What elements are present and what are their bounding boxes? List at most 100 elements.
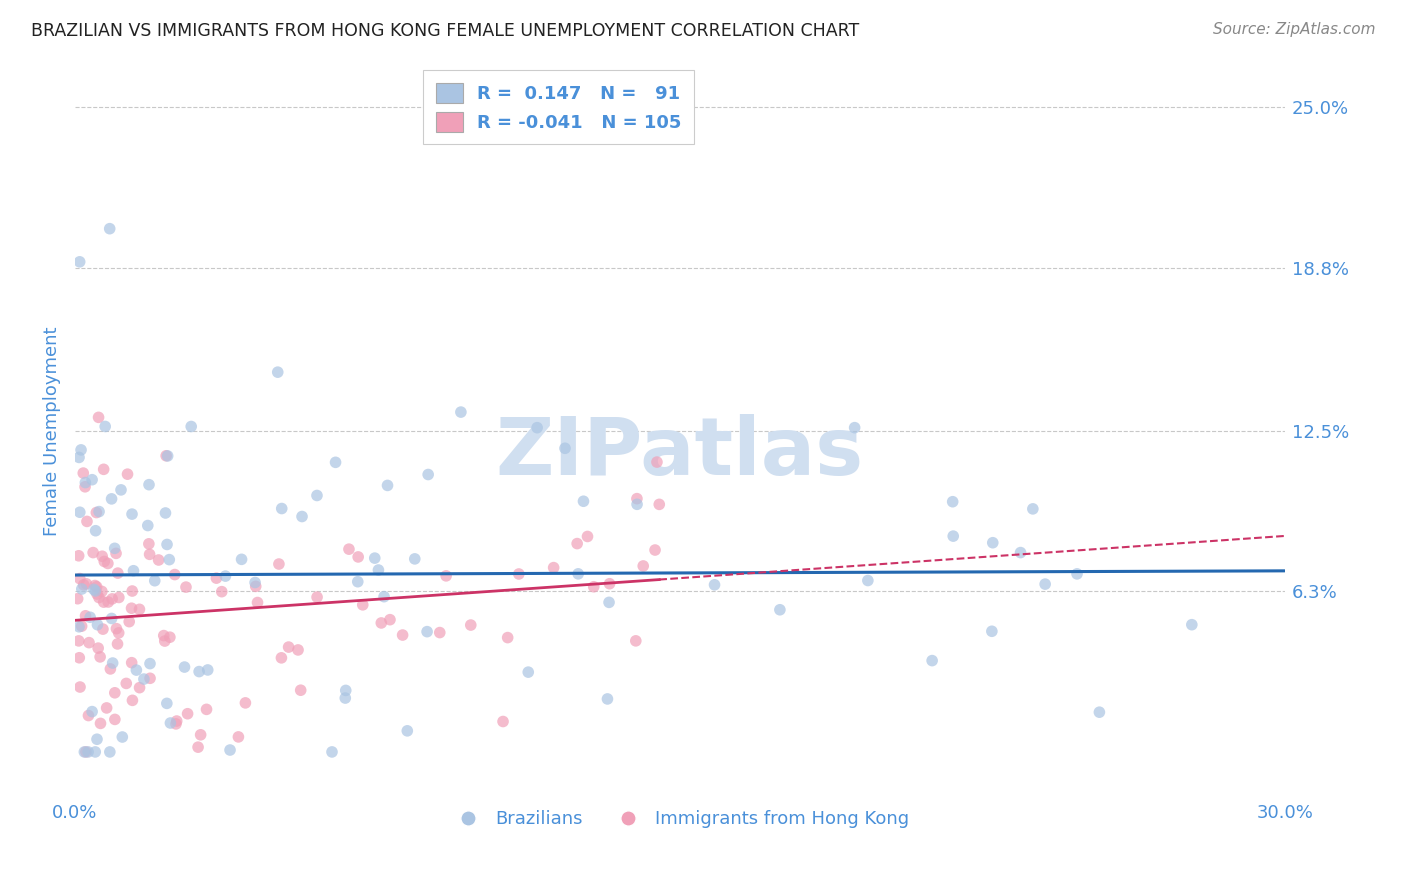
Point bbox=[155, 506, 177, 520]
Point bbox=[117, 467, 139, 482]
Point bbox=[844, 420, 866, 434]
Point bbox=[104, 713, 127, 727]
Point bbox=[139, 657, 162, 671]
Point bbox=[93, 554, 115, 568]
Point bbox=[97, 557, 120, 571]
Point bbox=[77, 635, 100, 649]
Point bbox=[69, 680, 91, 694]
Point bbox=[517, 665, 540, 680]
Point bbox=[105, 546, 128, 560]
Point bbox=[84, 578, 107, 592]
Point bbox=[165, 717, 187, 731]
Point bbox=[139, 671, 162, 685]
Point bbox=[416, 624, 439, 639]
Point bbox=[72, 466, 94, 480]
Point bbox=[325, 455, 347, 469]
Point bbox=[97, 595, 120, 609]
Point bbox=[152, 629, 174, 643]
Point bbox=[576, 529, 599, 543]
Point bbox=[121, 693, 143, 707]
Point bbox=[190, 728, 212, 742]
Y-axis label: Female Unemployment: Female Unemployment bbox=[44, 326, 60, 536]
Point bbox=[69, 505, 91, 519]
Point bbox=[270, 501, 292, 516]
Point bbox=[335, 691, 357, 706]
Point bbox=[77, 708, 100, 723]
Point bbox=[118, 615, 141, 629]
Point bbox=[108, 591, 131, 605]
Point bbox=[246, 595, 269, 609]
Point bbox=[598, 595, 620, 609]
Text: BRAZILIAN VS IMMIGRANTS FROM HONG KONG FEMALE UNEMPLOYMENT CORRELATION CHART: BRAZILIAN VS IMMIGRANTS FROM HONG KONG F… bbox=[31, 22, 859, 40]
Point bbox=[367, 563, 389, 577]
Point bbox=[138, 477, 160, 491]
Point bbox=[1088, 705, 1111, 719]
Point bbox=[84, 584, 107, 599]
Point bbox=[434, 569, 457, 583]
Point bbox=[187, 740, 209, 755]
Point bbox=[648, 497, 671, 511]
Point bbox=[565, 536, 588, 550]
Point bbox=[157, 552, 180, 566]
Point bbox=[75, 480, 97, 494]
Point bbox=[87, 505, 110, 519]
Point bbox=[492, 714, 515, 729]
Point bbox=[110, 483, 132, 497]
Point bbox=[163, 567, 186, 582]
Point bbox=[231, 552, 253, 566]
Point bbox=[347, 549, 370, 564]
Point bbox=[155, 449, 177, 463]
Point bbox=[138, 547, 160, 561]
Point bbox=[156, 449, 179, 463]
Point bbox=[87, 591, 110, 605]
Point bbox=[115, 676, 138, 690]
Point bbox=[942, 529, 965, 543]
Point bbox=[70, 442, 93, 457]
Point bbox=[211, 584, 233, 599]
Point bbox=[1033, 577, 1056, 591]
Point bbox=[75, 577, 97, 591]
Point bbox=[138, 537, 160, 551]
Point bbox=[352, 598, 374, 612]
Point bbox=[176, 706, 198, 721]
Point bbox=[86, 732, 108, 747]
Point bbox=[121, 507, 143, 521]
Point bbox=[104, 541, 127, 556]
Point bbox=[159, 630, 181, 644]
Point bbox=[148, 553, 170, 567]
Legend: Brazilians, Immigrants from Hong Kong: Brazilians, Immigrants from Hong Kong bbox=[443, 803, 917, 835]
Point bbox=[631, 558, 654, 573]
Point bbox=[67, 633, 90, 648]
Point bbox=[67, 650, 90, 665]
Point bbox=[107, 566, 129, 580]
Point bbox=[496, 631, 519, 645]
Point bbox=[86, 617, 108, 632]
Point bbox=[69, 572, 91, 586]
Point bbox=[89, 649, 111, 664]
Point bbox=[228, 730, 250, 744]
Point bbox=[404, 552, 426, 566]
Point bbox=[508, 566, 530, 581]
Point bbox=[111, 730, 134, 744]
Point bbox=[567, 566, 589, 581]
Point bbox=[205, 571, 228, 585]
Point bbox=[429, 625, 451, 640]
Point bbox=[626, 491, 648, 506]
Point bbox=[450, 405, 472, 419]
Point bbox=[98, 221, 121, 235]
Point bbox=[267, 557, 290, 571]
Point bbox=[245, 579, 267, 593]
Text: ZIPatlas: ZIPatlas bbox=[496, 414, 863, 491]
Point bbox=[93, 462, 115, 476]
Point bbox=[67, 450, 90, 465]
Point bbox=[337, 542, 360, 557]
Point bbox=[219, 743, 242, 757]
Point bbox=[980, 624, 1002, 639]
Point bbox=[624, 633, 647, 648]
Point bbox=[153, 634, 176, 648]
Point bbox=[554, 442, 576, 456]
Point bbox=[307, 590, 329, 604]
Point bbox=[156, 697, 179, 711]
Point bbox=[267, 365, 290, 379]
Point bbox=[105, 622, 128, 636]
